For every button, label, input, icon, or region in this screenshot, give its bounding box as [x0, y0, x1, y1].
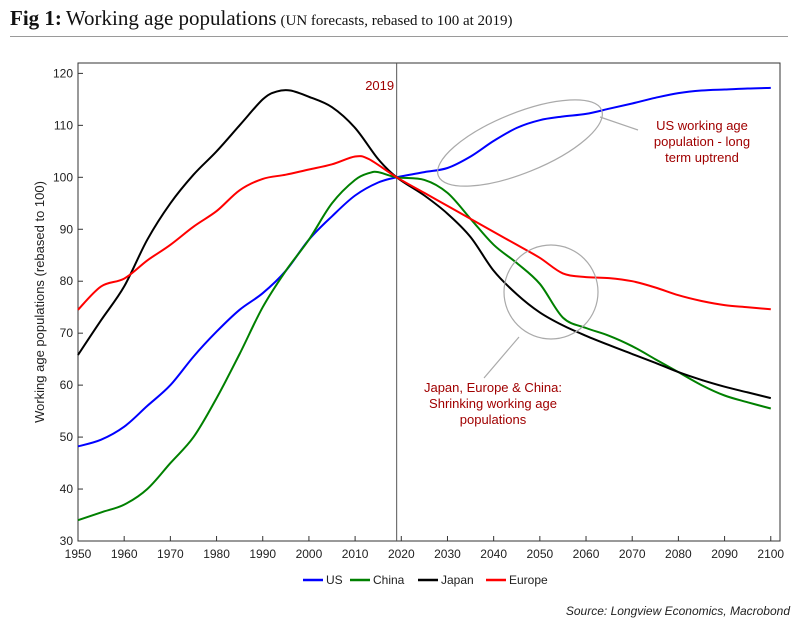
- series-line-china: [77, 170, 772, 522]
- shrinking-annotation-line-3: populations: [460, 412, 527, 427]
- series-line-europe: [77, 155, 771, 311]
- y-axis: 30 40 50 60 70 80 90 100 110 120: [53, 66, 83, 548]
- us-annotation-line-1: US working age: [656, 118, 748, 133]
- vertical-marker-label: 2019: [365, 78, 394, 93]
- x-tick-label: 1960: [111, 547, 138, 561]
- y-tick-label: 60: [60, 378, 74, 392]
- y-tick-label: 110: [54, 118, 73, 132]
- title-divider: [10, 36, 788, 37]
- series-line-japan: [77, 89, 772, 400]
- x-tick-label: 1970: [157, 547, 184, 561]
- y-tick-label: 70: [60, 326, 74, 340]
- legend-label-us: US: [326, 573, 343, 587]
- x-tick-label: 1990: [249, 547, 276, 561]
- x-tick-label: 1950: [65, 547, 92, 561]
- us-annotation-pointer: [599, 116, 639, 131]
- x-tick-label: 1980: [203, 547, 230, 561]
- plot-area-frame: [77, 62, 781, 542]
- shrinking-highlight-circle: [503, 244, 599, 340]
- legend-label-china: China: [373, 573, 405, 587]
- x-tick-label: 2050: [526, 547, 553, 561]
- x-tick-label: 2090: [711, 547, 738, 561]
- y-tick-label: 90: [60, 222, 74, 236]
- series-line-us: [77, 86, 771, 448]
- y-axis-label: Working age populations (rebased to 100): [32, 181, 47, 423]
- chart-title: Fig 1: Working age populations (UN forec…: [10, 6, 790, 38]
- x-tick-label: 2030: [434, 547, 461, 561]
- shrinking-annotation-line-1: Japan, Europe & China:: [424, 380, 562, 395]
- legend-label-europe: Europe: [509, 573, 548, 587]
- shrinking-annotation-line-2: Shrinking working age: [429, 396, 557, 411]
- y-tick-label: 30: [60, 534, 74, 548]
- title-subtitle: (UN forecasts, rebased to 100 at 2019): [280, 13, 513, 29]
- series-lines: [77, 86, 772, 522]
- us-annotation-line-3: term uptrend: [665, 150, 739, 165]
- us-highlight-ellipse: [437, 99, 603, 187]
- x-tick-label: 2040: [480, 547, 507, 561]
- source-note: Source: Longview Economics, Macrobond: [565, 604, 790, 618]
- x-axis: 1950 1960 1970 1980 1990 2000 2010 2020 2030 2040…: [65, 536, 784, 561]
- y-tick-label: 100: [53, 170, 73, 184]
- x-tick-label: 2060: [573, 547, 600, 561]
- x-tick-label: 2080: [665, 547, 692, 561]
- y-tick-label: 120: [53, 66, 73, 80]
- title-figure-number: Fig 1:: [10, 6, 62, 30]
- y-tick-label: 50: [60, 430, 74, 444]
- x-tick-label: 2100: [757, 547, 784, 561]
- x-tick-label: 2020: [388, 547, 415, 561]
- us-annotation-line-2: population - long: [654, 134, 750, 149]
- x-tick-label: 2000: [296, 547, 323, 561]
- y-tick-label: 40: [60, 482, 74, 496]
- x-tick-label: 2010: [342, 547, 369, 561]
- legend: US China Japan Europe: [303, 573, 548, 587]
- legend-label-japan: Japan: [441, 573, 474, 587]
- title-main: Working age populations: [65, 6, 277, 30]
- shrinking-annotation-pointer: [483, 336, 520, 379]
- x-tick-label: 2070: [619, 547, 646, 561]
- y-tick-label: 80: [60, 274, 74, 288]
